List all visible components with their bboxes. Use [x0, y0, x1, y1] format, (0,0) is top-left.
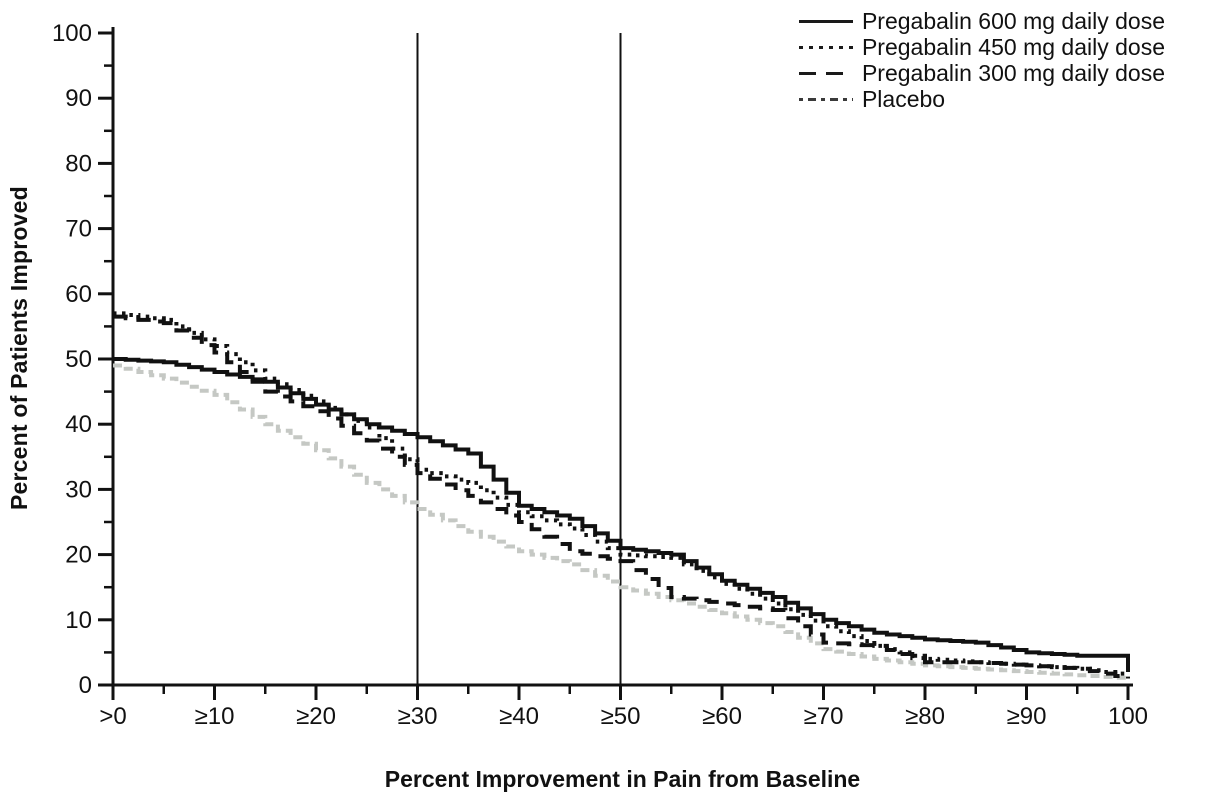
legend-item-pregabalin-300: Pregabalin 300 mg daily dose — [798, 60, 1165, 86]
y-tick-label: 90 — [65, 85, 92, 112]
dashdot-line-icon — [798, 98, 853, 101]
y-tick-label: 10 — [65, 607, 92, 634]
solid-line-icon — [798, 20, 853, 23]
x-tick-label: ≥90 — [1007, 703, 1047, 730]
curve-pregabalin-600-mg-daily-dose — [113, 357, 1130, 672]
curve-pregabalin-450-mg-daily-dose — [113, 311, 1130, 676]
y-tick-label: 70 — [65, 216, 92, 243]
legend-label: Pregabalin 300 mg daily dose — [861, 60, 1165, 86]
legend-label: Pregabalin 450 mg daily dose — [861, 34, 1165, 60]
x-tick-label: 100 — [1108, 703, 1148, 730]
dashed-line-icon — [798, 72, 853, 75]
legend-label: Pregabalin 600 mg daily dose — [861, 8, 1165, 34]
dotted-line-icon — [798, 46, 853, 49]
x-tick-label: ≥20 — [296, 703, 336, 730]
y-tick-label: 20 — [65, 542, 92, 569]
x-tick-label: ≥50 — [601, 703, 641, 730]
y-tick-label: 60 — [65, 281, 92, 308]
x-tick-label: ≥10 — [195, 703, 235, 730]
curve-pregabalin-300-mg-daily-dose — [113, 314, 1130, 679]
legend-label: Placebo — [861, 86, 946, 112]
x-tick-label: ≥40 — [499, 703, 539, 730]
y-tick-label: 100 — [52, 20, 92, 47]
y-tick-label: 50 — [65, 346, 92, 373]
legend-item-pregabalin-600: Pregabalin 600 mg daily dose — [798, 8, 1165, 34]
x-tick-label: ≥70 — [804, 703, 844, 730]
legend-item-pregabalin-450: Pregabalin 450 mg daily dose — [798, 34, 1165, 60]
x-tick-label: ≥80 — [905, 703, 945, 730]
legend: Pregabalin 600 mg daily dose Pregabalin … — [798, 8, 1165, 112]
y-tick-label: 80 — [65, 150, 92, 177]
x-tick-label: ≥30 — [398, 703, 438, 730]
x-axis-title: Percent Improvement in Pain from Baselin… — [384, 766, 861, 792]
y-tick-label: 40 — [65, 411, 92, 438]
x-tick-label: >0 — [99, 703, 126, 730]
legend-item-placebo: Placebo — [798, 86, 1165, 112]
y-axis-title: Percent of Patients Improved — [6, 186, 32, 510]
y-tick-label: 0 — [79, 672, 92, 699]
curve-placebo — [113, 363, 1130, 680]
y-tick-label: 30 — [65, 476, 92, 503]
x-tick-label: ≥60 — [702, 703, 742, 730]
